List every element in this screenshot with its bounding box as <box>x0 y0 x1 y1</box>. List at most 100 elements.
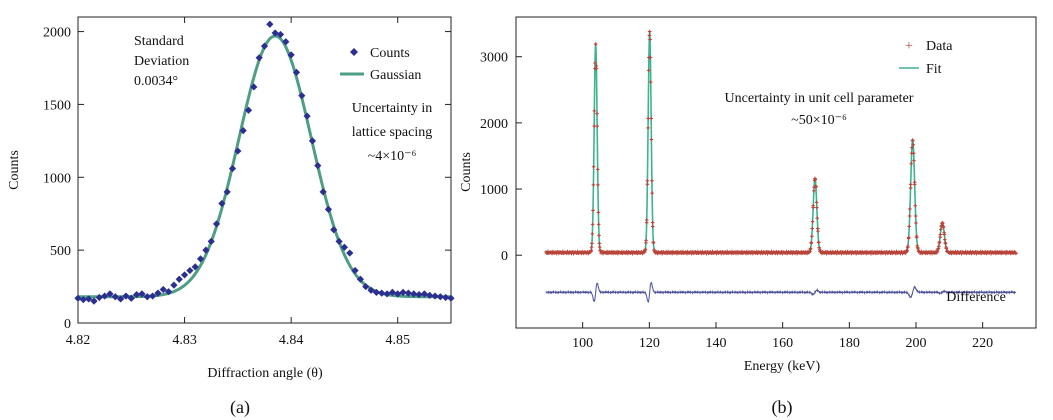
count-point <box>447 294 455 302</box>
data-point <box>650 224 655 229</box>
difference-label: Difference <box>946 290 1006 305</box>
count-point <box>85 295 93 303</box>
count-point <box>122 292 130 300</box>
count-point <box>175 275 183 283</box>
count-point <box>127 294 135 302</box>
y-tick-label: 1000 <box>480 183 508 198</box>
data-point <box>591 183 596 187</box>
legend-data-marker: + <box>905 39 913 54</box>
y-tick-label: 0 <box>501 249 508 264</box>
panel-a-label: (a) <box>230 397 250 418</box>
data-point <box>935 249 940 254</box>
count-point <box>117 295 125 303</box>
count-point <box>404 289 412 297</box>
data-point <box>807 249 812 254</box>
data-point <box>815 216 820 220</box>
count-point <box>324 205 333 213</box>
panel-b-frame <box>515 16 1037 329</box>
data-point <box>595 167 600 172</box>
data-point <box>595 111 599 116</box>
x-tick-label: 180 <box>839 336 860 351</box>
x-tick-label: 4.83 <box>172 333 197 348</box>
data-point <box>597 241 602 246</box>
count-point <box>415 290 423 299</box>
data-point <box>908 182 913 187</box>
data-point <box>815 226 820 231</box>
data-point <box>913 214 918 218</box>
panel-a-count-points <box>74 20 455 305</box>
count-point <box>202 246 210 254</box>
count-point <box>372 288 380 296</box>
count-point <box>292 68 301 76</box>
data-point <box>592 109 597 113</box>
count-point <box>308 137 317 145</box>
panel-b-difference <box>545 281 1017 303</box>
count-point <box>138 290 146 298</box>
count-point <box>340 243 349 251</box>
difference-line <box>545 281 1017 303</box>
y-tick-label: 3000 <box>480 51 508 66</box>
fit-line <box>546 31 1016 254</box>
y-tick-label: 1500 <box>43 98 71 113</box>
count-point <box>218 199 226 208</box>
data-point <box>595 124 599 128</box>
y-tick-label: 2000 <box>43 26 71 41</box>
count-point <box>234 147 242 155</box>
y-tick-label: 500 <box>50 244 71 259</box>
count-point <box>255 54 263 62</box>
count-point <box>271 29 279 37</box>
x-tick-label: 200 <box>906 336 927 351</box>
data-point <box>815 205 819 210</box>
count-point <box>351 266 359 275</box>
panel-a-frame <box>77 16 452 324</box>
count-point <box>79 296 87 304</box>
panel-a-uncertainty-annotation: Uncertainty in lattice spacing ~4×10⁻⁶ <box>352 101 432 164</box>
data-point <box>650 179 654 183</box>
data-point <box>648 55 653 60</box>
data-point <box>911 142 916 147</box>
legend-fit-label: Fit <box>926 62 942 77</box>
data-point <box>644 220 649 225</box>
count-point <box>335 237 343 245</box>
data-point <box>596 210 601 215</box>
data-point <box>651 241 656 245</box>
panel-a-sd-annotation: Standard Deviation 0.0034° <box>134 34 189 89</box>
data-point <box>914 221 918 225</box>
count-point <box>388 288 396 296</box>
data-point <box>647 29 652 34</box>
x-tick-label: 160 <box>772 336 793 351</box>
data-point <box>589 245 594 249</box>
data-point <box>942 232 947 237</box>
panel-b-fit <box>546 31 1016 254</box>
data-point <box>914 235 919 240</box>
data-point <box>906 235 911 240</box>
data-point <box>593 61 597 65</box>
data-point <box>911 151 916 156</box>
count-point <box>442 293 450 302</box>
data-point <box>590 232 595 236</box>
data-point <box>910 138 915 142</box>
sd-line-2: Deviation <box>134 54 189 69</box>
count-point <box>207 237 215 245</box>
panel-a-xlabel: Diffraction angle (θ) <box>207 366 323 381</box>
count-point <box>362 282 370 291</box>
data-point <box>905 245 910 250</box>
data-point <box>590 222 595 227</box>
count-point <box>95 293 103 302</box>
data-point <box>649 137 654 142</box>
count-point <box>143 293 151 301</box>
sd-line-1: Standard <box>134 34 184 49</box>
panel-b-label: (b) <box>772 397 793 418</box>
data-point <box>808 247 813 252</box>
panel-b-ticks: 100 120 140 160 180 200 220 0 1000 2000 3000 <box>480 51 993 351</box>
x-tick-label: 4.84 <box>279 333 304 348</box>
count-point <box>239 127 247 135</box>
data-point <box>810 234 814 239</box>
data-point <box>943 237 947 242</box>
data-point <box>936 246 941 251</box>
panel-b-uncertainty-annotation: Uncertainty in unit cell parameter ~50×1… <box>725 91 914 128</box>
count-point <box>170 281 178 289</box>
count-point <box>191 263 199 271</box>
panel-b-ylabel: Counts <box>459 152 474 192</box>
data-point <box>812 189 816 193</box>
